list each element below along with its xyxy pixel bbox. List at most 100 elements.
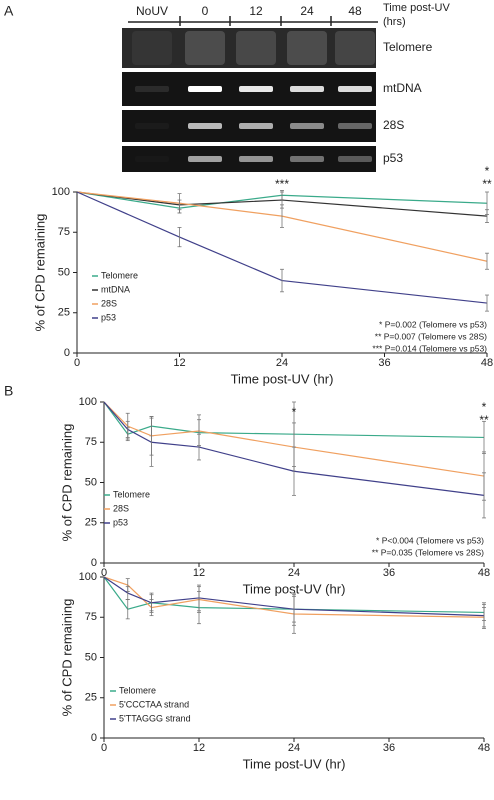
error-bar: [482, 472, 486, 519]
legend-label: Telomere: [119, 685, 156, 695]
x-tick-label: 0: [74, 357, 80, 369]
error-bar: [292, 446, 296, 496]
x-tick-label: 24: [288, 567, 300, 579]
legend-label: Telomere: [101, 270, 138, 280]
x-tick-label: 36: [383, 567, 395, 579]
x-tick-label: 48: [481, 357, 493, 369]
y-tick-label: 75: [58, 226, 70, 238]
gel-band: [188, 123, 222, 129]
series-line: [103, 401, 485, 496]
x-tick-label: 12: [193, 742, 205, 754]
stat-note: * P<0.004 (Telomere vs p53): [376, 535, 484, 545]
error-bar: [197, 433, 201, 461]
y-tick-label: 0: [91, 732, 97, 744]
y-tick-label: 50: [85, 476, 97, 488]
annotation: *: [482, 400, 487, 414]
gel-column-label: 12: [249, 4, 263, 18]
x-tick-label: 48: [478, 742, 490, 754]
y-tick-label: 25: [58, 307, 70, 319]
y-axis-label: % of CPD remaining: [59, 599, 74, 717]
error-bar: [125, 420, 130, 438]
error-bar: [177, 193, 182, 214]
gel-band: [239, 123, 273, 129]
legend-label: 5'CCCTAA strand: [119, 699, 189, 709]
gel-band: [338, 86, 372, 92]
gel-panel: [122, 28, 376, 68]
gel-column-label: 48: [348, 4, 362, 18]
x-tick-label: 48: [478, 567, 490, 579]
gel-lane-label: mtDNA: [383, 81, 422, 95]
gel-band: [135, 123, 169, 129]
panel-label: A: [4, 3, 14, 19]
x-tick-label: 36: [378, 357, 390, 369]
x-tick-label: 24: [288, 742, 300, 754]
x-tick-label: 12: [193, 567, 205, 579]
error-bar: [125, 586, 130, 600]
x-tick-label: 24: [276, 357, 288, 369]
x-tick-label: 0: [101, 742, 107, 754]
gel-smear: [335, 31, 375, 65]
y-tick-label: 0: [64, 347, 70, 359]
legend-label: 28S: [113, 503, 129, 513]
gel-band: [135, 156, 169, 162]
gel-band: [290, 86, 324, 92]
legend-label: 28S: [101, 298, 117, 308]
gel-smear: [287, 31, 327, 65]
gel-band: [338, 123, 372, 129]
error-bar: [197, 584, 201, 612]
series-line: [76, 191, 488, 209]
error-bar: [177, 227, 182, 248]
gel-time-label: (hrs): [383, 16, 406, 28]
gel-band: [290, 123, 324, 129]
annotation: ***: [275, 177, 289, 191]
series-line: [103, 401, 485, 439]
error-bar: [292, 592, 296, 626]
gel-smear: [132, 31, 172, 65]
annotation: *: [292, 405, 297, 419]
annotation: *: [485, 164, 490, 178]
error-bar: [485, 294, 489, 312]
y-tick-label: 50: [85, 651, 97, 663]
gel-column-label: NoUV: [136, 4, 168, 18]
series-line: [76, 191, 488, 262]
legend-label: mtDNA: [101, 284, 130, 294]
legend-label: 5'TTAGGG strand: [119, 713, 191, 723]
legend-label: Telomere: [113, 489, 150, 499]
y-tick-label: 50: [58, 266, 70, 278]
error-bar: [485, 252, 489, 270]
y-tick-label: 25: [85, 692, 97, 704]
error-bar: [280, 268, 284, 293]
y-tick-label: 75: [85, 611, 97, 623]
series-line: [103, 576, 485, 618]
y-axis-label: % of CPD remaining: [59, 424, 74, 542]
gel-band: [239, 156, 273, 162]
gel-band: [135, 86, 169, 92]
stat-note: * P=0.002 (Telomere vs p53): [379, 319, 487, 329]
series-line: [76, 191, 488, 304]
x-tick-label: 12: [173, 357, 185, 369]
error-bar: [149, 592, 154, 613]
y-axis-label: % of CPD remaining: [32, 214, 47, 332]
error-bar: [280, 204, 284, 228]
stat-note: ** P=0.035 (Telomere vs 28S): [372, 547, 484, 557]
annotation: **: [482, 177, 492, 191]
gel-column-label: 0: [202, 4, 209, 18]
x-tick-label: 36: [383, 742, 395, 754]
gel-column-label: 24: [300, 4, 314, 18]
gel-band: [290, 156, 324, 162]
y-tick-label: 0: [91, 557, 97, 569]
legend-label: p53: [113, 517, 128, 527]
gel-lane-label: p53: [383, 151, 403, 165]
annotation: **: [479, 413, 489, 427]
y-tick-label: 100: [52, 186, 70, 198]
y-tick-label: 100: [79, 396, 97, 408]
x-tick-label: 0: [101, 567, 107, 579]
panel-label: B: [4, 383, 13, 399]
error-bar: [482, 602, 486, 629]
gel-band: [188, 156, 222, 162]
error-bar: [485, 209, 489, 223]
stat-note: *** P=0.014 (Telomere vs p53): [372, 343, 487, 353]
series-line: [76, 191, 488, 217]
y-tick-label: 100: [79, 571, 97, 583]
